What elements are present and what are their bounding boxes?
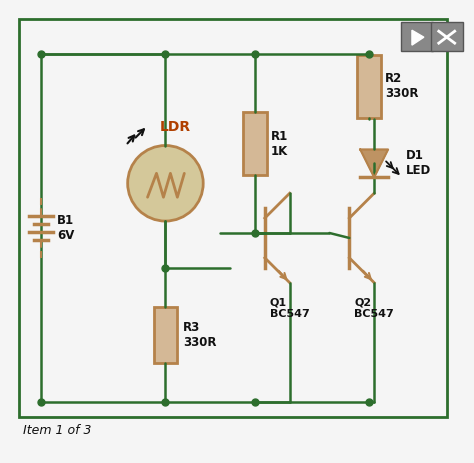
Text: R1
1K: R1 1K: [271, 130, 288, 157]
Text: Q1
BC547: Q1 BC547: [270, 298, 310, 319]
Circle shape: [128, 145, 203, 221]
FancyBboxPatch shape: [243, 112, 267, 175]
FancyBboxPatch shape: [431, 22, 463, 51]
Text: D1
LED: D1 LED: [406, 150, 431, 177]
FancyBboxPatch shape: [357, 55, 381, 118]
FancyBboxPatch shape: [401, 22, 433, 51]
Text: R2
330R: R2 330R: [385, 72, 419, 100]
Polygon shape: [412, 30, 424, 45]
Text: Q2
BC547: Q2 BC547: [354, 298, 394, 319]
Text: R3
330R: R3 330R: [183, 321, 217, 349]
FancyBboxPatch shape: [19, 19, 447, 417]
Text: Item 1 of 3: Item 1 of 3: [23, 424, 92, 437]
Text: B1
6V: B1 6V: [57, 214, 74, 242]
Text: LDR: LDR: [160, 119, 191, 134]
Polygon shape: [360, 150, 388, 177]
FancyBboxPatch shape: [154, 307, 177, 363]
